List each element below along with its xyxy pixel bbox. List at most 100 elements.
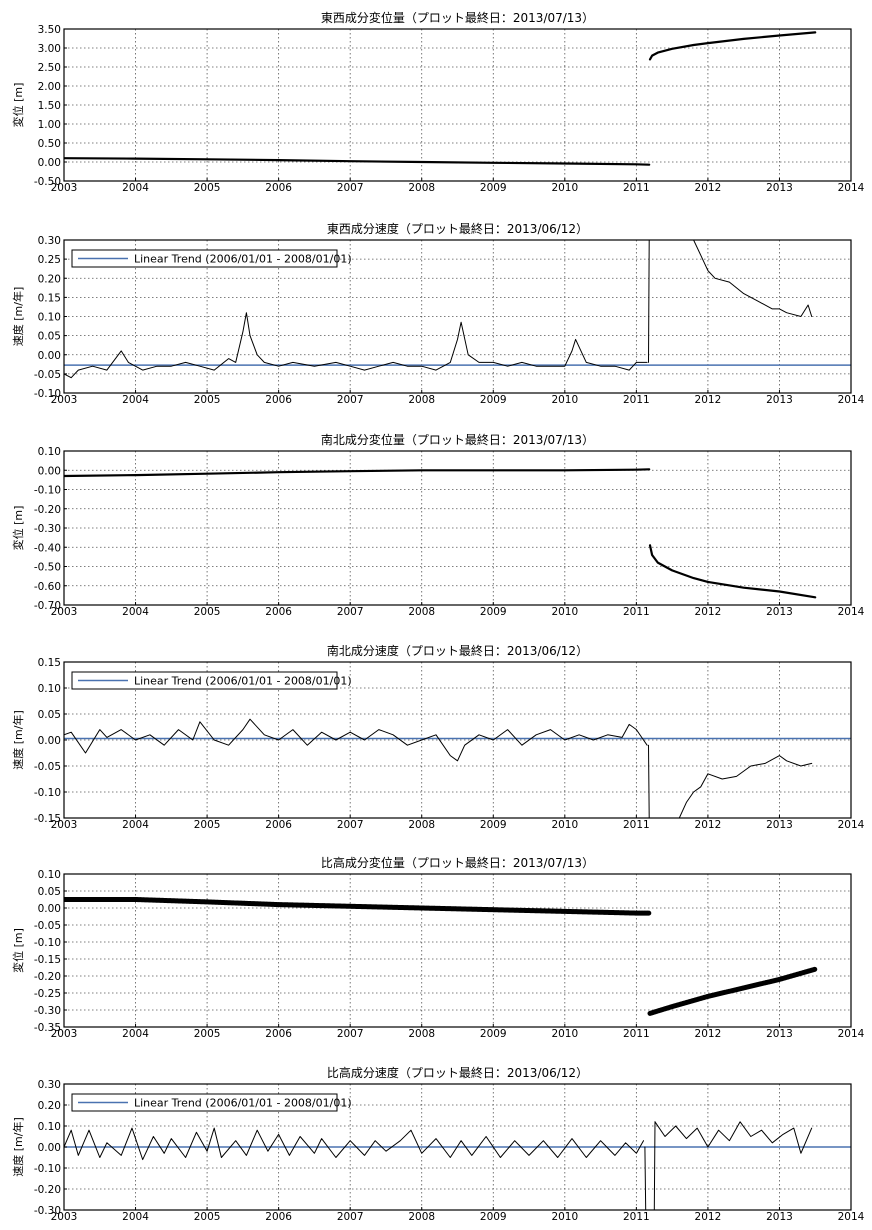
- y-tick-label: 0.10: [38, 312, 61, 324]
- y-tick-label: 0.20: [38, 273, 61, 285]
- y-tick-label: -0.70: [34, 600, 61, 612]
- y-tick-label: -0.20: [34, 971, 61, 983]
- y-tick-label: -0.35: [34, 1022, 61, 1034]
- chart-panel-1: 東西成分変位量（プロット最終日：2013/07/13） 2003 2004 2005 2…: [11, 10, 865, 194]
- legend-box: [71, 249, 338, 268]
- x-tick-label: 2006: [265, 182, 292, 194]
- data-series-1: [64, 897, 652, 916]
- x-tick-label: 2011: [623, 394, 650, 406]
- x-tick-label: 2008: [408, 182, 435, 194]
- chart-title: 東西成分速度（プロット最終日：2013/06/12）: [327, 221, 588, 236]
- y-tick-label: 0.00: [38, 1142, 61, 1154]
- data-series-2: [648, 240, 650, 363]
- data-series-3: [653, 1121, 656, 1210]
- y-tick-label: -0.05: [34, 369, 61, 381]
- y-tick-label: -0.20: [34, 504, 61, 516]
- chart-panel-3: 南北成分変位量（プロット最終日：2013/07/13） 2003 2004 2005 2…: [11, 432, 865, 618]
- y-tick-label: 0.05: [38, 709, 61, 721]
- x-tick-label: 2009: [480, 1211, 507, 1223]
- x-tick-label: 2005: [194, 394, 221, 406]
- y-tick-label: 2.00: [38, 81, 61, 93]
- data-series-2: [644, 1146, 647, 1210]
- x-tick-label: 2011: [623, 1028, 650, 1040]
- x-tick-label: 2010: [551, 182, 578, 194]
- chart-title: 南北成分変位量（プロット最終日：2013/07/13）: [321, 432, 594, 447]
- y-tick-label: 0.15: [38, 292, 61, 304]
- y-tick-label: 0.05: [38, 886, 61, 898]
- x-tick-label: 2013: [766, 819, 793, 831]
- chart-panel-4: 南北成分速度（プロット最終日：2013/06/12） 2003 2004 2005 20…: [11, 643, 865, 831]
- y-axis-label: 速度 [m/年]: [11, 710, 25, 770]
- data-series-3: [678, 755, 813, 818]
- x-tick-label: 2008: [408, 1028, 435, 1040]
- data-series-3: [693, 240, 813, 317]
- plot-frame: [63, 873, 852, 1028]
- x-tick-label: 2005: [194, 1211, 221, 1223]
- x-tick-label: 2009: [480, 819, 507, 831]
- x-tick-label: 2005: [194, 182, 221, 194]
- y-tick-label: 0.00: [38, 735, 61, 747]
- x-tick-label: 2010: [551, 819, 578, 831]
- x-tick-label: 2007: [337, 182, 364, 194]
- x-tick-label: 2007: [337, 1211, 364, 1223]
- x-tick-label: 2008: [408, 606, 435, 618]
- x-tick-label: 2004: [122, 394, 149, 406]
- data-series-2: [648, 31, 817, 61]
- y-axis-label: 変位 [m]: [11, 83, 25, 128]
- y-tick-label: 0.10: [38, 1121, 61, 1133]
- x-tick-label: 2013: [766, 394, 793, 406]
- x-tick-label: 2010: [551, 1028, 578, 1040]
- x-tick-label: 2005: [194, 606, 221, 618]
- x-tick-label: 2012: [695, 182, 722, 194]
- x-tick-label: 2006: [265, 606, 292, 618]
- x-tick-label: 2004: [122, 1211, 149, 1223]
- legend-label: Linear Trend (2006/01/01 - 2008/01/01): [134, 675, 352, 688]
- y-axis-label: 速度 [m/年]: [11, 287, 25, 347]
- x-tick-label: 2013: [766, 1211, 793, 1223]
- x-tick-label: 2005: [194, 1028, 221, 1040]
- x-tick-label: 2012: [695, 394, 722, 406]
- x-tick-label: 2010: [551, 1211, 578, 1223]
- x-tick-label: 2007: [337, 606, 364, 618]
- y-tick-label: 0.00: [38, 903, 61, 915]
- chart-panel-2: 東西成分速度（プロット最終日：2013/06/12） 2003 2004 2005 20…: [11, 221, 865, 406]
- data-series-1: [64, 468, 651, 478]
- y-tick-label: 0.25: [38, 254, 61, 266]
- y-axis-label: 変位 [m]: [11, 506, 25, 551]
- y-tick-label: 0.20: [38, 1100, 61, 1112]
- x-tick-label: 2009: [480, 1028, 507, 1040]
- x-tick-label: 2009: [480, 182, 507, 194]
- x-tick-label: 2011: [623, 819, 650, 831]
- chart-title: 東西成分変位量（プロット最終日：2013/07/13）: [321, 10, 594, 25]
- y-tick-label: 0.10: [38, 446, 61, 458]
- x-tick-label: 2004: [122, 606, 149, 618]
- y-tick-label: -0.30: [34, 1005, 61, 1017]
- x-tick-label: 2007: [337, 394, 364, 406]
- x-tick-label: 2013: [766, 1028, 793, 1040]
- legend-box: [71, 1093, 338, 1112]
- legend-box: [71, 671, 338, 690]
- x-tick-label: 2007: [337, 819, 364, 831]
- x-tick-label: 2012: [695, 1211, 722, 1223]
- x-tick-label: 2008: [408, 394, 435, 406]
- x-tick-label: 2011: [623, 1211, 650, 1223]
- x-tick-label: 2004: [122, 1028, 149, 1040]
- chart-title: 南北成分速度（プロット最終日：2013/06/12）: [327, 643, 588, 658]
- x-tick-label: 2012: [695, 1028, 722, 1040]
- legend-label: Linear Trend (2006/01/01 - 2008/01/01): [134, 253, 352, 266]
- y-tick-label: 0.05: [38, 331, 61, 343]
- y-tick-label: -0.15: [34, 954, 61, 966]
- x-tick-label: 2010: [551, 606, 578, 618]
- x-tick-label: 2008: [408, 1211, 435, 1223]
- chart-title: 比高成分変位量（プロット最終日：2013/07/13）: [321, 855, 594, 870]
- x-tick-label: 2012: [695, 606, 722, 618]
- x-tick-label: 2008: [408, 819, 435, 831]
- y-tick-label: -0.10: [34, 1163, 61, 1175]
- y-tick-label: 0.00: [38, 465, 61, 477]
- x-tick-label: 2006: [265, 819, 292, 831]
- data-series-1: [64, 312, 648, 379]
- data-series-2: [647, 966, 818, 1016]
- y-tick-label: 1.00: [38, 119, 61, 131]
- x-tick-label: 2014: [838, 819, 865, 831]
